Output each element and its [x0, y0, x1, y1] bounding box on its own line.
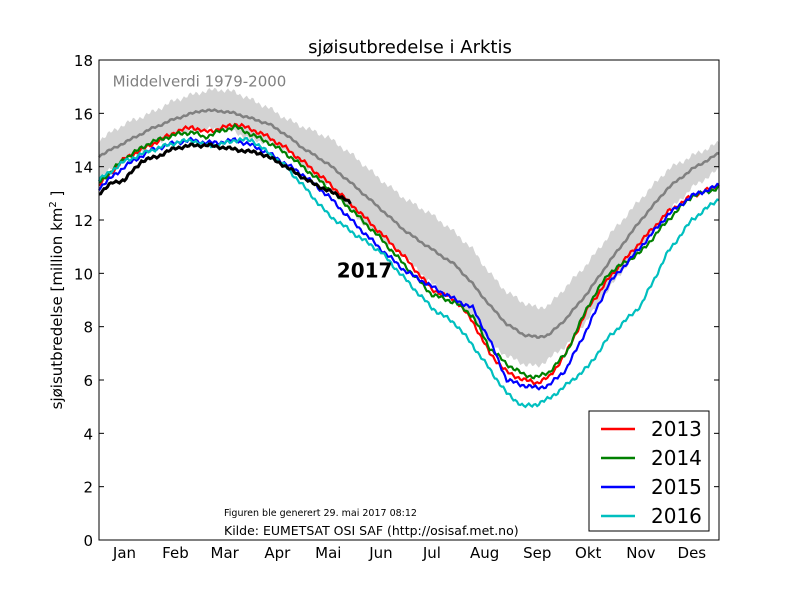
legend-box — [588, 410, 710, 532]
y-axis-label-text: sjøisutbredelse [million km — [48, 208, 66, 410]
series-line-2017 — [98, 142, 352, 205]
mean-label: Middelverdi 1979-2000 — [113, 72, 287, 90]
y-tick-label: 18 — [74, 52, 93, 70]
y-tick-label: 16 — [74, 105, 93, 123]
y-axis-label-superscript: 2 — [48, 201, 59, 207]
chart-title: sjøisutbredelse i Arktis — [308, 37, 512, 58]
plot-area — [97, 87, 720, 409]
y-tick-label: 0 — [83, 532, 93, 550]
y-axis-label: sjøisutbredelse [million km2 ] — [48, 191, 66, 410]
x-tick-label-jun: Jun — [368, 544, 392, 562]
x-tick-label-okt: Okt — [575, 544, 601, 562]
y-axis-ticks: 0 2 4 6 8 10 12 14 16 18 — [74, 52, 719, 550]
x-tick-label-sep: Sep — [523, 544, 551, 562]
series-line-2013 — [98, 122, 720, 386]
y-tick-label: 8 — [83, 319, 93, 337]
x-tick-label-feb: Feb — [162, 544, 189, 562]
y-tick-label: 2 — [83, 479, 93, 497]
y-tick-label: 14 — [74, 159, 93, 177]
mean-line — [98, 108, 720, 339]
legend-label-2013: 2013 — [651, 417, 702, 441]
y-tick-label: 6 — [83, 372, 93, 390]
plot-frame — [98, 59, 720, 541]
x-tick-label-jan: Jan — [112, 544, 136, 562]
source-credit: Kilde: EUMETSAT OSI SAF (http://osisaf.m… — [224, 523, 519, 538]
legend-label-2016: 2016 — [651, 504, 702, 528]
y-tick-label: 12 — [74, 212, 93, 230]
x-tick-label-nov: Nov — [626, 544, 655, 562]
footnote: Figuren ble generert 29. mai 2017 08:12 — [224, 508, 417, 519]
x-tick-label-aug: Aug — [470, 544, 499, 562]
legend-label-2015: 2015 — [651, 475, 702, 499]
svg-text:sjøisutbredelse [million km2 ]: sjøisutbredelse [million km2 ] — [48, 191, 66, 410]
y-tick-label: 4 — [83, 425, 93, 443]
x-tick-label-mai: Mai — [315, 544, 341, 562]
x-tick-label-mar: Mar — [211, 544, 240, 562]
y-axis-label-end: ] — [48, 191, 66, 202]
y-tick-label: 10 — [74, 265, 93, 283]
mean-range-band — [99, 87, 719, 368]
x-axis-ticks: Jan Feb Mar Apr Mai Jun Jul Aug Sep Okt Nov Des — [112, 544, 706, 562]
x-tick-label-apr: Apr — [264, 544, 291, 562]
legend: 2013 2014 2015 2016 — [588, 410, 710, 532]
x-tick-label-des: Des — [678, 544, 707, 562]
current-year-label: 2017 — [337, 259, 393, 283]
series-line-2016 — [97, 136, 720, 409]
legend-label-2014: 2014 — [651, 446, 702, 470]
x-tick-label-jul: Jul — [422, 544, 441, 562]
